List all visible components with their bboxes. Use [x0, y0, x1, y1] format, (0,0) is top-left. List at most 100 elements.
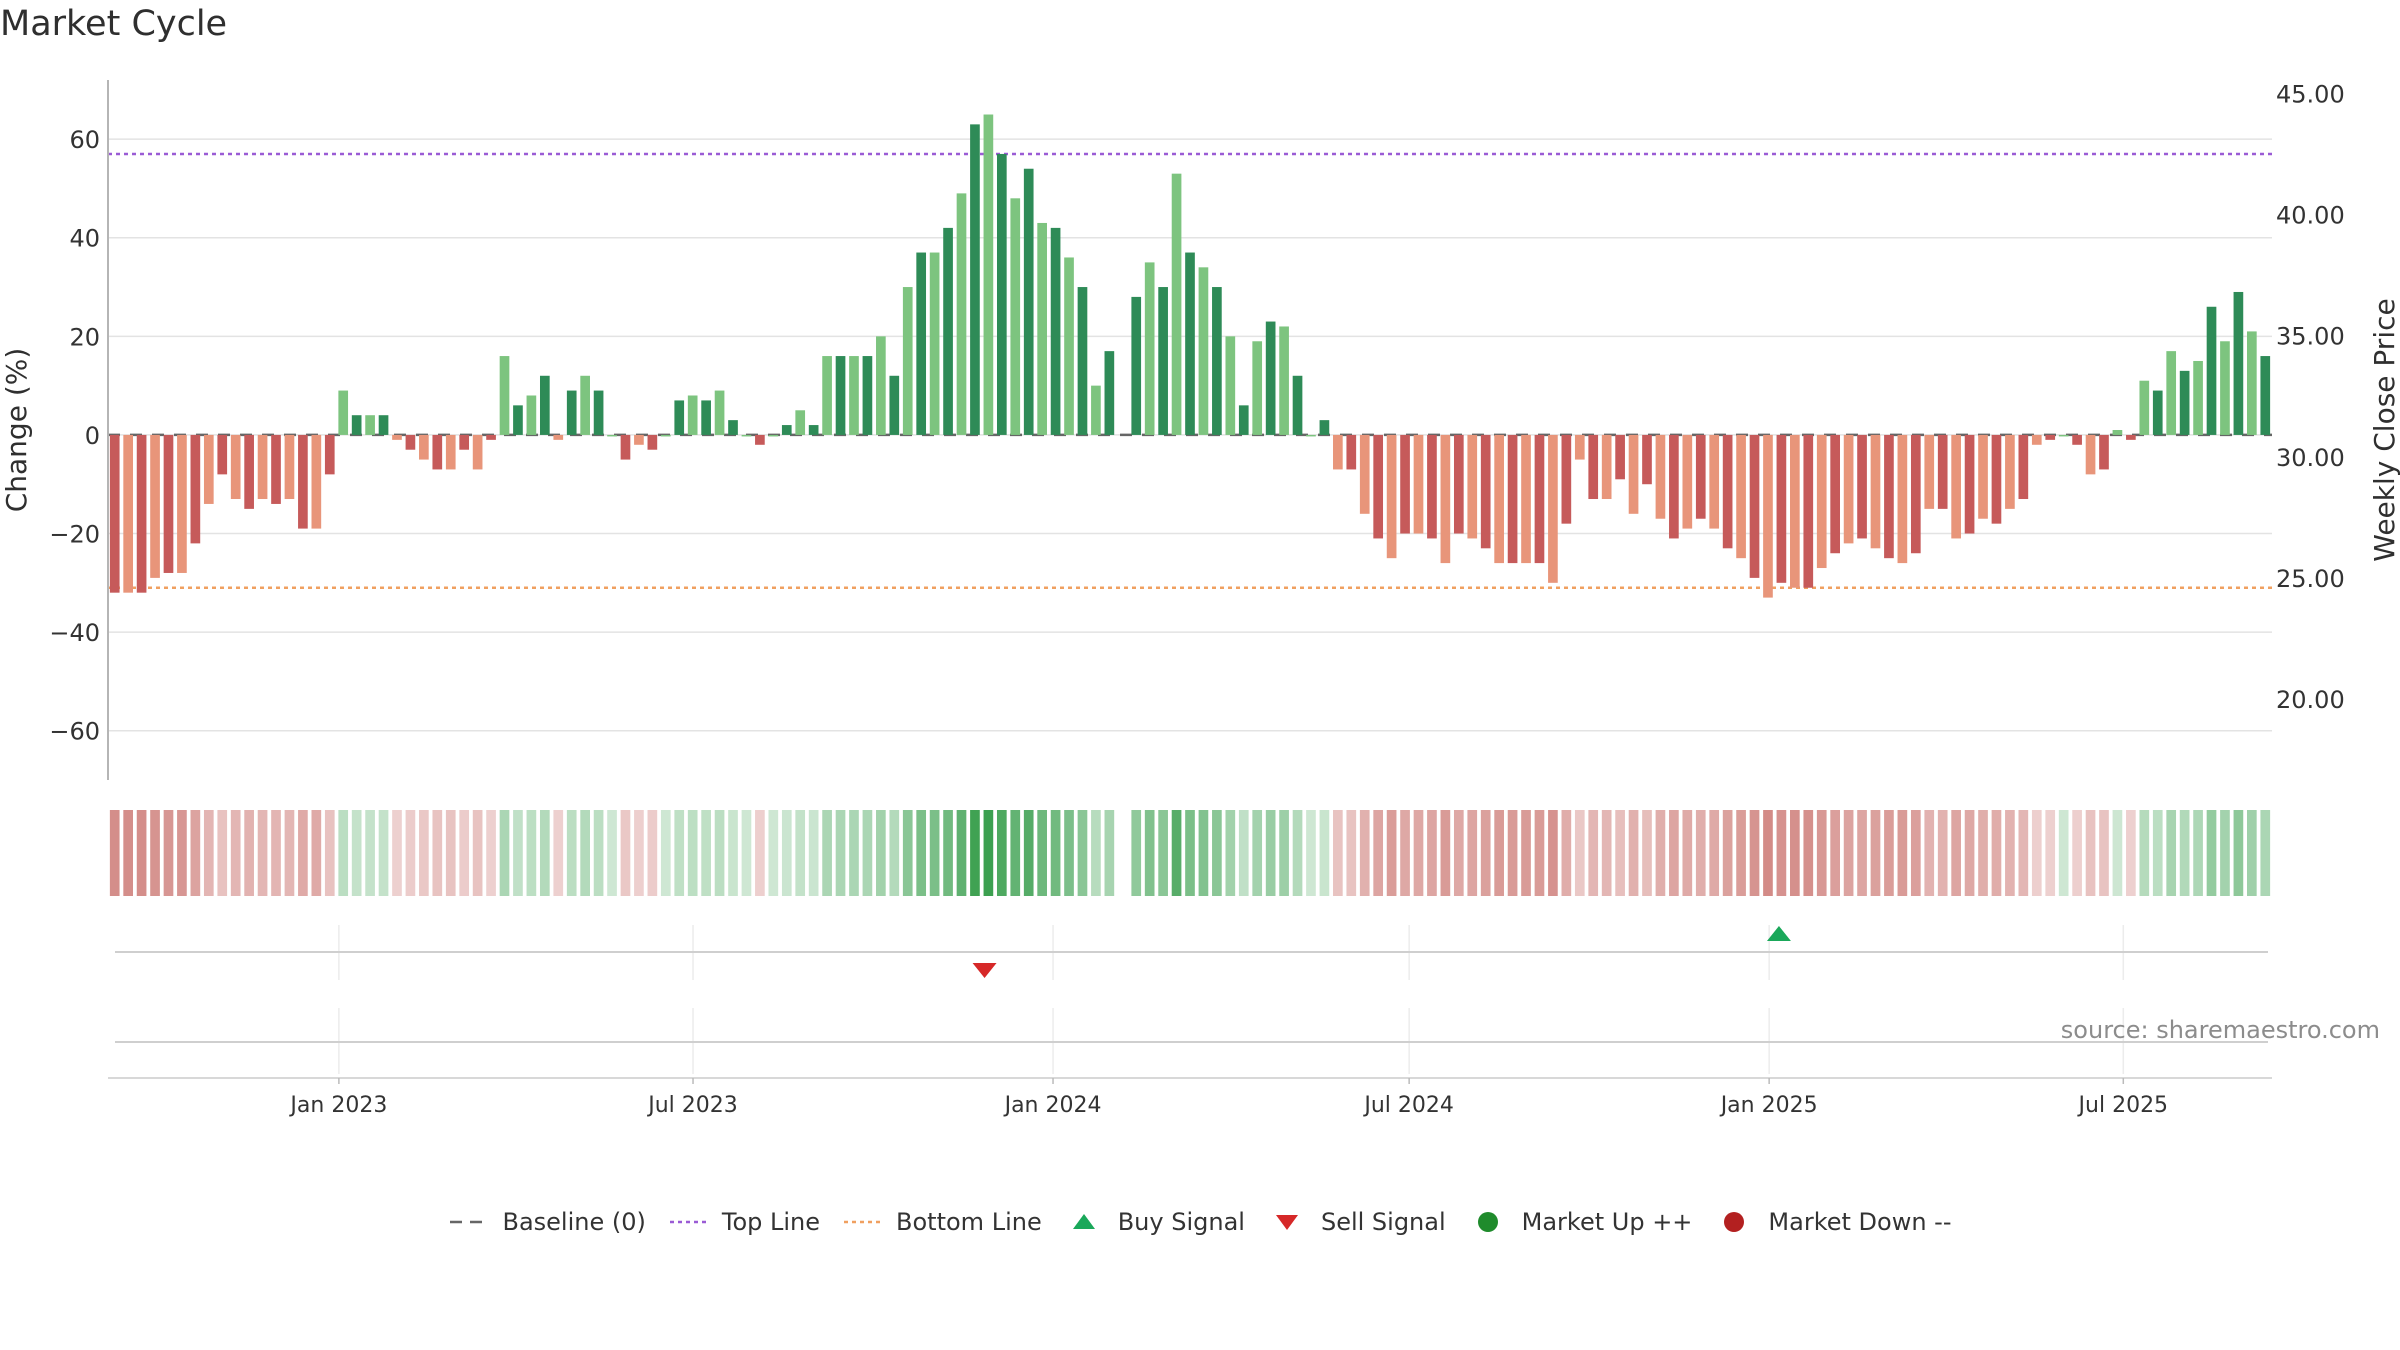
- chart-title: Market Cycle: [0, 4, 228, 44]
- heat-cell: [593, 810, 604, 896]
- bar: [1521, 434, 1531, 564]
- bar: [244, 434, 254, 509]
- legend: Baseline (0) Top Line Bottom Line Buy Si…: [0, 1208, 2400, 1236]
- heat-cell: [1265, 810, 1276, 896]
- heat-cell: [499, 810, 510, 896]
- heat-cell: [1494, 810, 1504, 896]
- heat-cell: [1064, 810, 1074, 896]
- y-tick-label: −60: [49, 718, 100, 746]
- bar: [862, 356, 873, 435]
- bar: [123, 434, 134, 593]
- bar: [1225, 336, 1236, 435]
- bar: [109, 434, 120, 593]
- heat-cell: [2220, 810, 2230, 896]
- bar: [1279, 326, 1289, 435]
- bar: [1682, 434, 1693, 529]
- bar: [741, 434, 752, 437]
- heat-cell: [1386, 810, 1397, 896]
- bar: [1480, 434, 1491, 549]
- bar: [889, 375, 900, 435]
- heat-cell: [1776, 810, 1787, 896]
- heat-cell: [1225, 810, 1236, 896]
- bar: [2005, 434, 2015, 509]
- bar: [2045, 434, 2056, 440]
- sell-signal-marker: [972, 963, 997, 978]
- y-tick-label: −20: [49, 521, 100, 549]
- heat-cell: [1480, 810, 1491, 896]
- bar: [2112, 430, 2123, 435]
- tick-labels: 60 40 20 0 −20 −40 −60 45.00 40.00 35.00 30.00 25.0…: [49, 81, 2344, 746]
- bar: [714, 390, 725, 435]
- bar: [298, 434, 308, 529]
- y-axis-label: Change (%): [0, 348, 33, 513]
- heat-cell: [1306, 810, 1316, 896]
- heat-cell: [862, 810, 873, 896]
- x-tick-label: Jan 2025: [1719, 1093, 1818, 1118]
- bar: [2166, 351, 2177, 435]
- heat-cell: [2126, 810, 2136, 896]
- bar: [445, 434, 456, 470]
- heat-cell: [2045, 810, 2056, 896]
- heat-cell: [956, 810, 967, 896]
- legend-label: Top Line: [721, 1208, 821, 1236]
- heat-cell: [1749, 810, 1760, 896]
- bar: [2260, 356, 2271, 435]
- bar: [970, 124, 980, 435]
- bar: [486, 434, 496, 440]
- bar: [365, 415, 375, 435]
- heat-cell: [365, 810, 375, 896]
- heat-cell: [150, 810, 160, 896]
- heat-cell: [190, 810, 201, 896]
- heat-cell: [929, 810, 940, 896]
- heat-cell: [1978, 810, 1988, 896]
- heat-cell: [432, 810, 443, 896]
- y-tick-label: −40: [49, 619, 100, 647]
- bar: [230, 434, 241, 500]
- y-tick-label: 20: [69, 323, 100, 351]
- heat-cell: [1588, 810, 1599, 896]
- y2-tick-label: 25.00: [2276, 565, 2345, 593]
- bar: [1010, 198, 1021, 435]
- bar: [217, 434, 228, 475]
- heat-cell: [1615, 810, 1625, 896]
- heat-cell: [459, 810, 470, 896]
- heat-cell: [1050, 810, 1061, 896]
- x-tick-label: Jul 2024: [1362, 1093, 1454, 1118]
- heat-cell: [472, 810, 483, 896]
- legend-bottom-line: Bottom Line: [842, 1208, 1042, 1236]
- heat-cell: [943, 810, 953, 896]
- heat-cell: [781, 810, 792, 896]
- bar: [513, 405, 523, 435]
- bar: [687, 395, 698, 435]
- heat-cell: [1400, 810, 1410, 896]
- y-tick-label: 40: [69, 225, 100, 253]
- y2-tick-label: 40.00: [2276, 202, 2345, 230]
- heat-cell: [1736, 810, 1746, 896]
- heat-cell: [1292, 810, 1303, 896]
- bar: [378, 415, 389, 435]
- bar: [2099, 434, 2109, 470]
- heat-cell: [2260, 810, 2271, 896]
- heat-cell: [1830, 810, 1841, 896]
- bar: [822, 356, 832, 435]
- bar: [499, 356, 510, 435]
- legend-label: Market Down --: [1768, 1208, 1952, 1236]
- bar: [795, 410, 806, 435]
- heat-cell: [109, 810, 120, 896]
- heat-cell: [1709, 810, 1720, 896]
- bar: [1252, 341, 1263, 435]
- heat-cell: [1158, 810, 1168, 896]
- heat-cell: [1682, 810, 1693, 896]
- bar: [1534, 434, 1545, 564]
- bar: [1373, 434, 1384, 539]
- bar: [983, 114, 994, 435]
- bar: [1951, 434, 1961, 539]
- heat-cell: [1131, 810, 1142, 896]
- bar: [2220, 341, 2230, 435]
- bar: [647, 434, 658, 450]
- heat-cell: [1870, 810, 1881, 896]
- bar: [2085, 434, 2096, 475]
- heat-cell: [835, 810, 846, 896]
- bar: [1333, 434, 1343, 470]
- bar: [284, 434, 295, 500]
